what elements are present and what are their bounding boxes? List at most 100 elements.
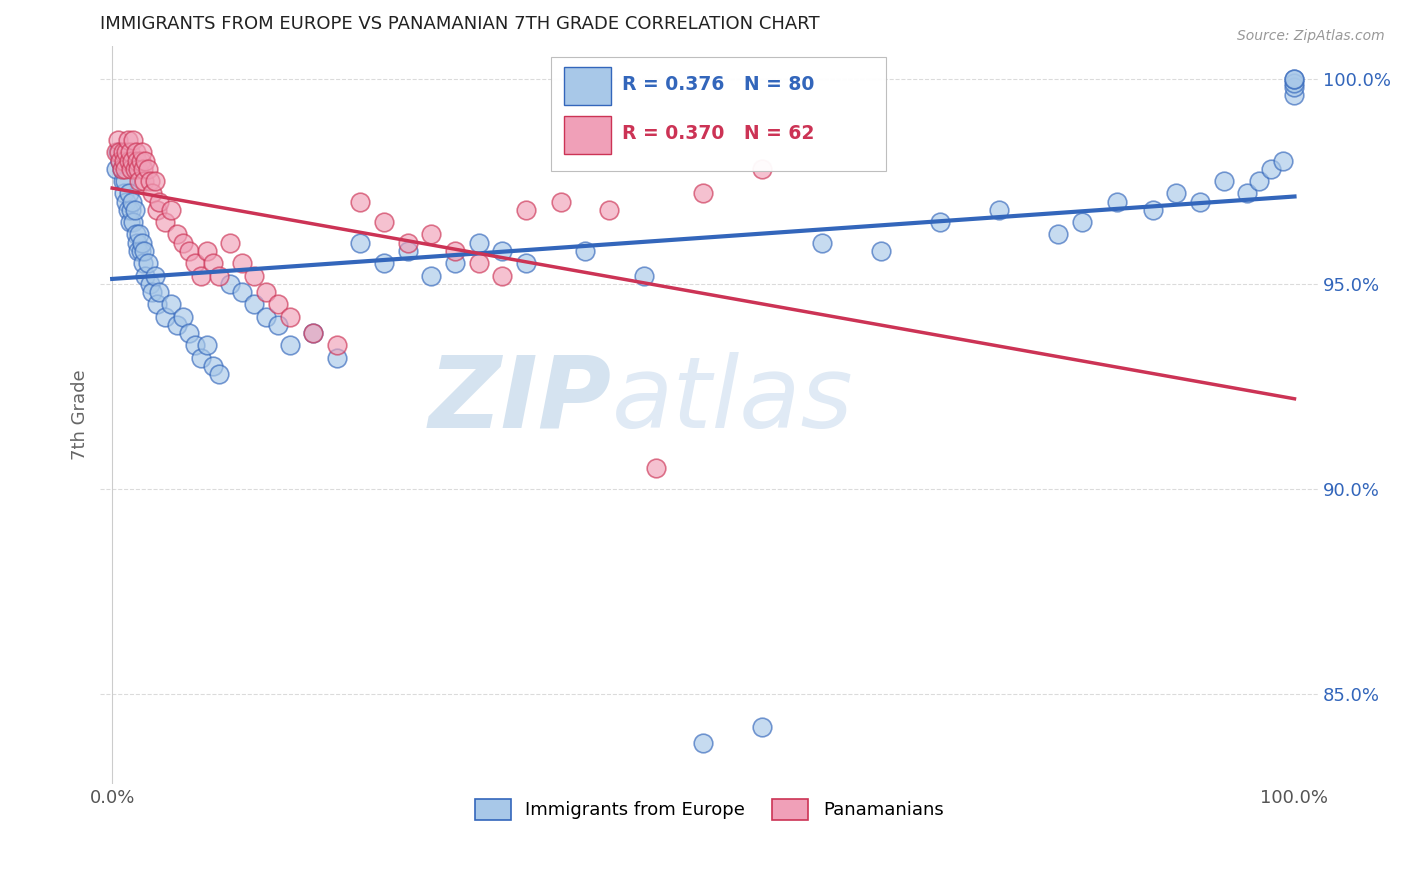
Point	[491, 244, 513, 258]
Point	[121, 194, 143, 209]
Point	[139, 277, 162, 291]
Point	[118, 153, 141, 168]
Point	[1284, 71, 1306, 86]
Point	[117, 133, 139, 147]
FancyBboxPatch shape	[564, 67, 610, 104]
Point	[111, 145, 134, 160]
Point	[132, 256, 155, 270]
Point	[1260, 161, 1282, 176]
Point	[751, 720, 773, 734]
Point	[118, 145, 141, 160]
Point	[1284, 76, 1306, 90]
Point	[120, 161, 142, 176]
Point	[146, 202, 169, 217]
Point	[267, 297, 290, 311]
Point	[302, 326, 325, 340]
Text: R = 0.370   N = 62: R = 0.370 N = 62	[621, 124, 814, 143]
Point	[201, 256, 224, 270]
Point	[146, 297, 169, 311]
Point	[111, 174, 134, 188]
Point	[166, 227, 188, 242]
Point	[349, 194, 371, 209]
Point	[692, 186, 714, 201]
Point	[114, 174, 136, 188]
Point	[136, 161, 159, 176]
Text: R = 0.376   N = 80: R = 0.376 N = 80	[621, 75, 814, 95]
Point	[349, 235, 371, 250]
Point	[254, 285, 277, 299]
Point	[115, 194, 138, 209]
Point	[420, 227, 443, 242]
FancyBboxPatch shape	[564, 116, 610, 153]
Point	[396, 235, 419, 250]
Point	[184, 256, 207, 270]
Point	[467, 235, 489, 250]
Point	[515, 256, 537, 270]
Text: Source: ZipAtlas.com: Source: ZipAtlas.com	[1237, 29, 1385, 43]
Point	[129, 153, 152, 168]
Text: IMMIGRANTS FROM EUROPE VS PANAMANIAN 7TH GRADE CORRELATION CHART: IMMIGRANTS FROM EUROPE VS PANAMANIAN 7TH…	[100, 15, 820, 33]
Point	[267, 318, 290, 332]
Point	[104, 161, 127, 176]
Point	[1212, 174, 1234, 188]
Point	[1070, 215, 1092, 229]
Point	[111, 161, 134, 176]
Point	[143, 174, 166, 188]
Point	[115, 145, 138, 160]
Point	[598, 202, 620, 217]
Point	[125, 145, 148, 160]
Point	[128, 227, 150, 242]
Point	[114, 161, 136, 176]
Point	[160, 297, 183, 311]
Point	[278, 310, 301, 324]
Point	[326, 351, 349, 365]
Point	[172, 235, 194, 250]
Point	[155, 215, 177, 229]
Point	[184, 338, 207, 352]
Y-axis label: 7th Grade: 7th Grade	[72, 370, 89, 460]
Point	[125, 153, 148, 168]
Point	[166, 318, 188, 332]
Point	[928, 215, 950, 229]
Point	[1047, 227, 1070, 242]
Point	[127, 244, 149, 258]
Point	[190, 268, 212, 283]
Point	[125, 235, 148, 250]
Point	[231, 285, 253, 299]
Point	[574, 244, 596, 258]
Point	[444, 256, 467, 270]
Point	[172, 310, 194, 324]
Point	[1236, 186, 1258, 201]
Point	[104, 145, 127, 160]
Point	[515, 202, 537, 217]
Point	[155, 310, 177, 324]
Point	[132, 244, 155, 258]
Point	[219, 277, 242, 291]
Point	[117, 202, 139, 217]
Point	[195, 338, 218, 352]
Point	[148, 194, 170, 209]
Point	[112, 153, 135, 168]
Point	[141, 186, 163, 201]
FancyBboxPatch shape	[551, 57, 886, 171]
Point	[131, 145, 153, 160]
Point	[112, 186, 135, 201]
Point	[177, 244, 200, 258]
Point	[125, 227, 148, 242]
Legend: Immigrants from Europe, Panamanians: Immigrants from Europe, Panamanians	[468, 792, 950, 827]
Point	[201, 359, 224, 373]
Point	[110, 153, 132, 168]
Point	[645, 461, 668, 475]
Point	[254, 310, 277, 324]
Point	[219, 235, 242, 250]
Point	[121, 153, 143, 168]
Point	[396, 244, 419, 258]
Point	[633, 268, 655, 283]
Point	[160, 202, 183, 217]
Point	[1247, 174, 1270, 188]
Point	[124, 161, 146, 176]
Point	[243, 268, 266, 283]
Point	[141, 285, 163, 299]
Point	[373, 256, 395, 270]
Point	[148, 285, 170, 299]
